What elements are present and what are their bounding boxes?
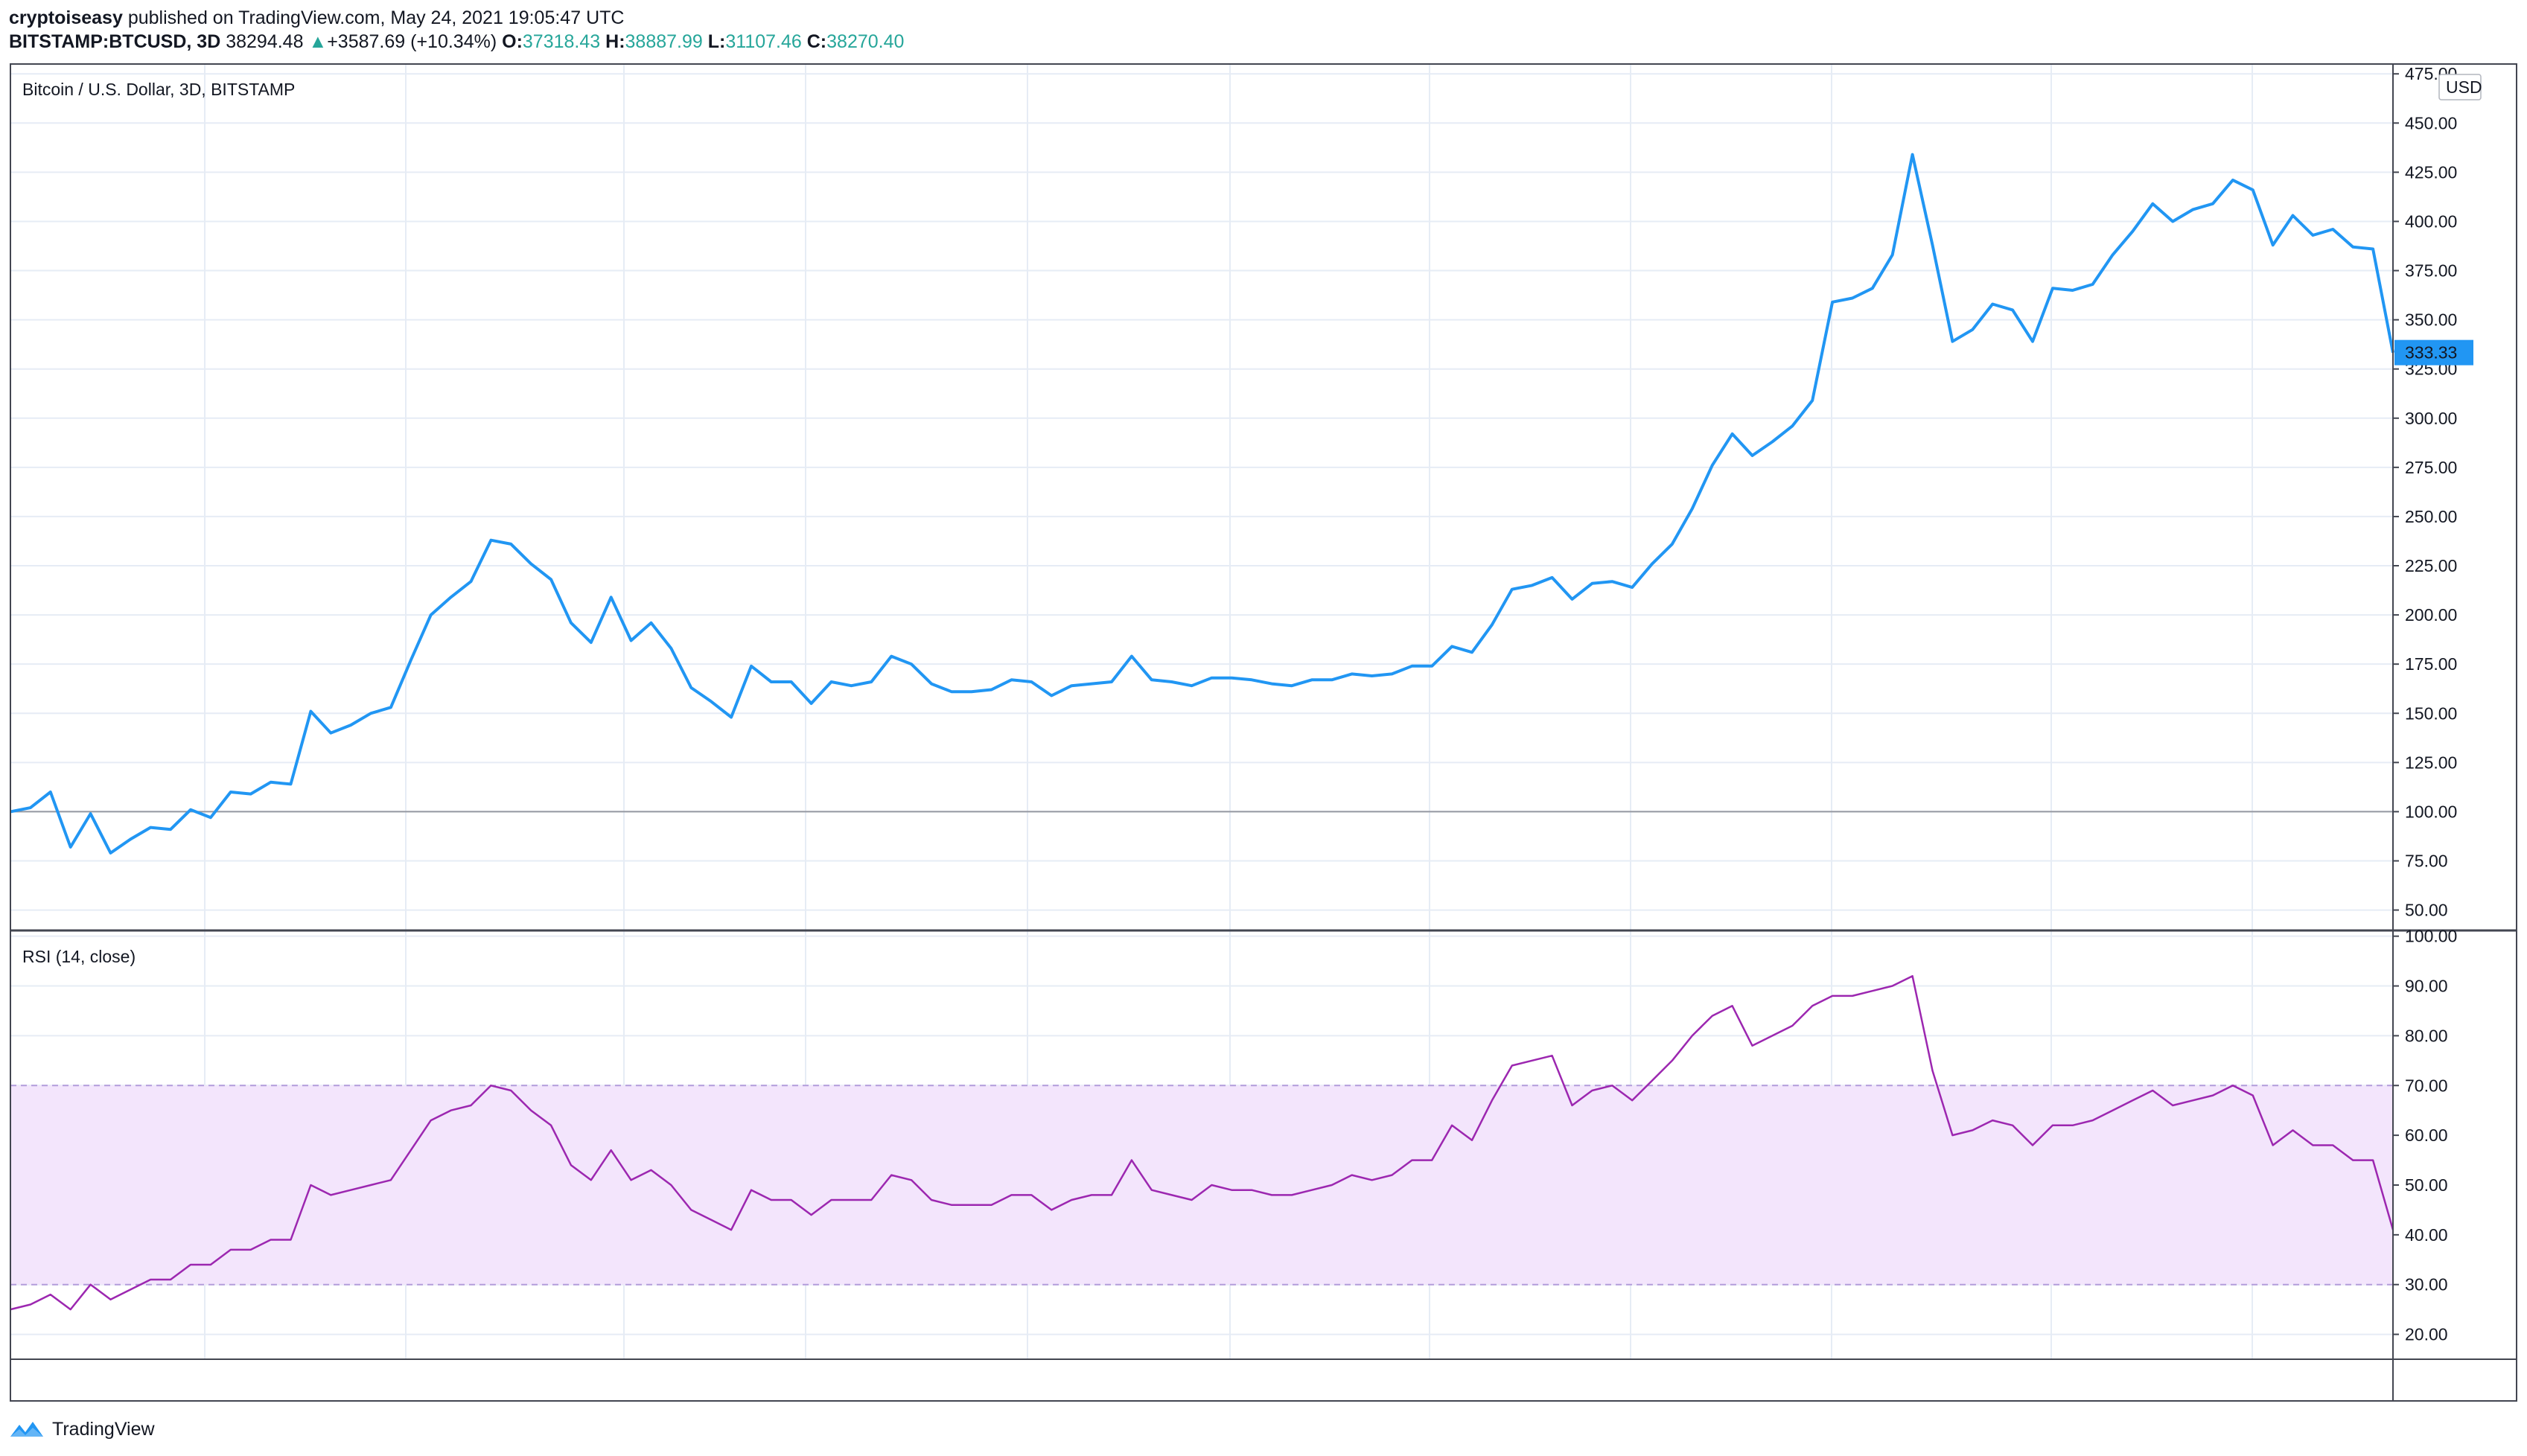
tradingview-logo[interactable]: TradingView [9, 1414, 155, 1444]
rsi-axis[interactable]: 100.00 90.00 80.00 70.00 60.00 50.00 40.00 30.0… [2393, 927, 2457, 1344]
last-price-value: 333.33 [2405, 343, 2457, 363]
price-tick-label: 425.00 [2405, 162, 2457, 182]
rsi-series-line[interactable] [10, 974, 2394, 1311]
rsi-pane-title: RSI (14, close) [22, 947, 136, 966]
last-price: 38294.48 [226, 31, 304, 52]
price-tick-label: 75.00 [2405, 851, 2448, 870]
rsi-tick-label: 90.00 [2405, 977, 2448, 996]
open-label: O: [502, 31, 523, 52]
rsi-band [10, 1085, 2393, 1285]
price-tick-label: 225.00 [2405, 556, 2457, 575]
price-pane-title: Bitcoin / U.S. Dollar, 3D, BITSTAMP [22, 80, 295, 99]
change-value: +3587.69 (+10.34%) [327, 31, 497, 52]
rsi-tick-label: 30.00 [2405, 1275, 2448, 1294]
close-value: 38270.40 [826, 31, 905, 52]
price-tick-label: 350.00 [2405, 310, 2457, 330]
price-tick-label: 50.00 [2405, 901, 2448, 920]
price-tick-label: 125.00 [2405, 753, 2457, 772]
rsi-tick-label: 40.00 [2405, 1225, 2448, 1245]
tradingview-brand: TradingView [52, 1418, 155, 1440]
price-tick-label: 400.00 [2405, 211, 2457, 231]
price-tick-label: 450.00 [2405, 113, 2457, 132]
price-series-line[interactable] [10, 153, 2394, 855]
price-tick-label: 100.00 [2405, 802, 2457, 821]
change-arrow-icon: ▲ [308, 31, 328, 52]
tradingview-logo-icon [10, 1422, 43, 1437]
open-value: 37318.43 [522, 31, 601, 52]
rsi-tick-label: 20.00 [2405, 1325, 2448, 1344]
publish-info: published on TradingView.com, May 24, 20… [127, 7, 625, 28]
rsi-tick-label: 70.00 [2405, 1076, 2448, 1095]
rsi-tick-label: 60.00 [2405, 1125, 2448, 1145]
last-price-label: 333.33 [2394, 339, 2473, 365]
author-name[interactable]: cryptoiseasy [9, 7, 123, 28]
high-label: H: [605, 31, 625, 52]
rsi-tick-label: 100.00 [2405, 927, 2457, 946]
currency-unit-label: USD [2446, 77, 2482, 97]
high-value: 38887.99 [625, 31, 703, 52]
currency-unit-badge: USD [2438, 74, 2482, 100]
price-tick-label: 375.00 [2405, 261, 2457, 281]
price-tick-label: 275.00 [2405, 458, 2457, 477]
price-tick-label: 300.00 [2405, 409, 2457, 428]
chart-frame [10, 63, 2517, 1402]
rsi-tick-label: 80.00 [2405, 1026, 2448, 1045]
price-tick-label: 150.00 [2405, 703, 2457, 723]
close-label: C: [806, 31, 827, 52]
rsi-tick-label: 50.00 [2405, 1175, 2448, 1195]
ohlc-header: BITSTAMP:BTCUSD, 3D 38294.48 ▲+3587.69 (… [9, 30, 904, 54]
price-tick-label: 250.00 [2405, 507, 2457, 526]
price-tick-label: 200.00 [2405, 605, 2457, 625]
low-label: L: [707, 31, 726, 52]
publish-header: cryptoiseasy published on TradingView.co… [9, 6, 624, 30]
symbol-label: BITSTAMP:BTCUSD, 3D [9, 31, 221, 52]
low-value: 31107.46 [725, 31, 802, 52]
price-tick-label: 175.00 [2405, 654, 2457, 674]
price-axis[interactable]: 475.00450.00425.00400.00375.00350.00325.… [2393, 64, 2457, 920]
